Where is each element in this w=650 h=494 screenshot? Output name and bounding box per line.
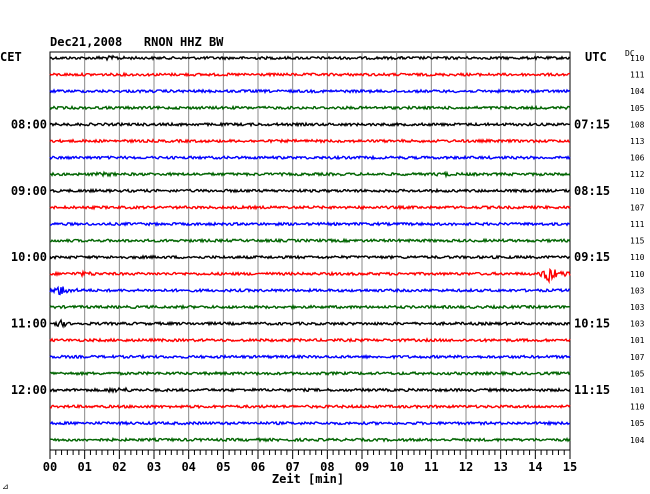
dc-value-label: 110 [630,270,645,279]
trace-line [49,154,571,161]
dc-value-label: 105 [630,369,645,378]
x-axis-label: Zeit [min] [272,472,344,486]
trace-line [49,187,571,194]
trace-line [49,420,571,427]
left-hour-label: 12:00 [11,383,47,397]
x-tick-label: 08 [320,460,334,474]
dc-value-label: 106 [630,154,645,163]
right-timezone-label: UTC [585,50,607,64]
trace-line [49,436,571,443]
trace-line [49,254,571,261]
left-hour-label: 09:00 [11,184,47,198]
x-tick-label: 05 [216,460,230,474]
dc-value-label: 103 [630,286,645,295]
x-tick-label: 07 [285,460,299,474]
dc-header-label: DC [625,49,635,58]
dc-value-label: 115 [630,237,645,246]
trace-line [49,121,571,128]
trace-line [49,303,571,311]
trace-line [49,285,571,296]
x-tick-label: 11 [424,460,438,474]
x-tick-label: 04 [181,460,195,474]
dc-value-label: 113 [630,137,645,146]
trace-line [49,138,571,144]
trace-line [49,318,571,329]
dc-value-label: 111 [630,71,645,80]
dc-value-label: 105 [630,104,645,113]
right-hour-label: 07:15 [574,117,610,131]
left-hour-labels: 08:00 09:00 10:00 11:00 12:00 [11,117,47,397]
right-hour-labels: 07:15 08:15 09:15 10:15 11:15 [574,117,610,397]
trace-line [49,54,571,62]
trace-line [49,353,571,360]
dc-value-label: 110 [630,403,645,412]
dc-value-labels: 110 111 104 105 108 113 106 112 110 107 111 115 110 1… [630,54,645,445]
chart-title: Dec21,2008 RNON HHZ BW [50,35,224,49]
dc-value-label: 104 [630,436,645,445]
trace-line [49,267,571,285]
trace-line [49,386,571,394]
dc-value-label: 105 [630,419,645,428]
x-tick-label: 06 [251,460,265,474]
dc-value-label: 107 [630,353,645,362]
corner-mark: ⊿ [2,482,9,491]
right-hour-label: 11:15 [574,383,610,397]
x-tick-label: 03 [147,460,161,474]
dc-value-label: 108 [630,120,645,129]
dc-value-label: 107 [630,203,645,212]
dc-value-label: 111 [630,220,645,229]
x-tick-label: 13 [493,460,507,474]
left-hour-label: 11:00 [11,317,47,331]
plot-grid [49,51,571,451]
x-tick-label: 09 [355,460,369,474]
dc-value-label: 110 [630,253,645,262]
dc-value-label: 103 [630,320,645,329]
trace-line [49,104,571,111]
trace-line [49,237,571,244]
trace-line [49,221,571,227]
dc-value-label: 104 [630,87,645,96]
dc-value-label: 103 [630,303,645,312]
dc-value-label: 101 [630,336,645,345]
dc-value-label: 112 [630,170,645,179]
dc-value-label: 101 [630,386,645,395]
left-hour-label: 08:00 [11,117,47,131]
trace-line [49,71,571,78]
trace-line [49,337,571,344]
trace-line [49,88,571,95]
right-hour-label: 09:15 [574,250,610,264]
x-tick-label: 10 [389,460,403,474]
x-tick-label: 01 [77,460,91,474]
x-tick-label: 00 [43,460,57,474]
dc-value-label: 110 [630,54,645,63]
x-axis: 00 01 02 03 04 05 06 07 08 09 10 11 12 13 14 15 [43,450,577,474]
x-tick-label: 02 [112,460,126,474]
left-hour-label: 10:00 [11,250,47,264]
x-tick-label: 15 [563,460,577,474]
trace-line [49,370,571,377]
right-hour-label: 08:15 [574,184,610,198]
trace-line [49,403,571,410]
trace-line [49,204,571,211]
seismic-traces [49,54,571,443]
left-timezone-label: CET [0,50,22,64]
right-hour-label: 10:15 [574,317,610,331]
trace-line [49,170,571,179]
dc-value-label: 110 [630,187,645,196]
x-tick-label: 12 [459,460,473,474]
x-tick-label: 14 [528,460,542,474]
